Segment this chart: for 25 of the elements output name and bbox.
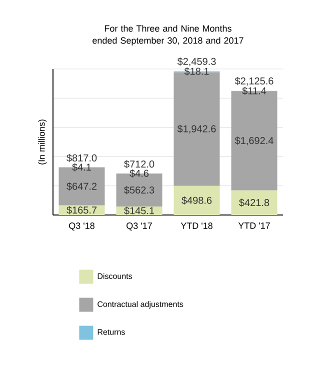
data-label: $498.6 (182, 196, 212, 204)
data-label: $1,692.4 (234, 136, 274, 146)
data-label: $562.3 (124, 186, 154, 194)
legend-label: Contractual adjustments (98, 301, 184, 309)
x-tick-label: YTD '18 (180, 222, 212, 229)
data-label: $4.6 (130, 169, 149, 178)
legend-label: Returns (98, 329, 125, 335)
total-label: $2,459.3 (177, 57, 216, 66)
data-label: $11.4 (242, 86, 266, 95)
x-tick-label: Q3 '17 (126, 222, 152, 231)
total-label: $817.0 (66, 154, 97, 162)
chart-title: For the Three and Nine Months ended September 30, 2018 and 2017 (92, 25, 244, 46)
data-label: $18.1 (184, 67, 209, 76)
data-label: $4.1 (72, 163, 91, 172)
data-label: $647.2 (66, 182, 97, 190)
x-tick-label: YTD '17 (238, 222, 270, 229)
legend-label: Discounts (98, 273, 132, 279)
total-label: $2,125.6 (234, 76, 274, 86)
y-axis-title: (In millions) (38, 120, 47, 164)
data-label: $145.1 (124, 206, 154, 215)
data-label: $421.8 (239, 198, 270, 207)
data-label: $1,942.6 (177, 124, 216, 134)
data-label: $165.7 (66, 206, 97, 214)
total-label: $712.0 (124, 160, 154, 168)
x-tick-label: Q3 '18 (69, 222, 94, 231)
